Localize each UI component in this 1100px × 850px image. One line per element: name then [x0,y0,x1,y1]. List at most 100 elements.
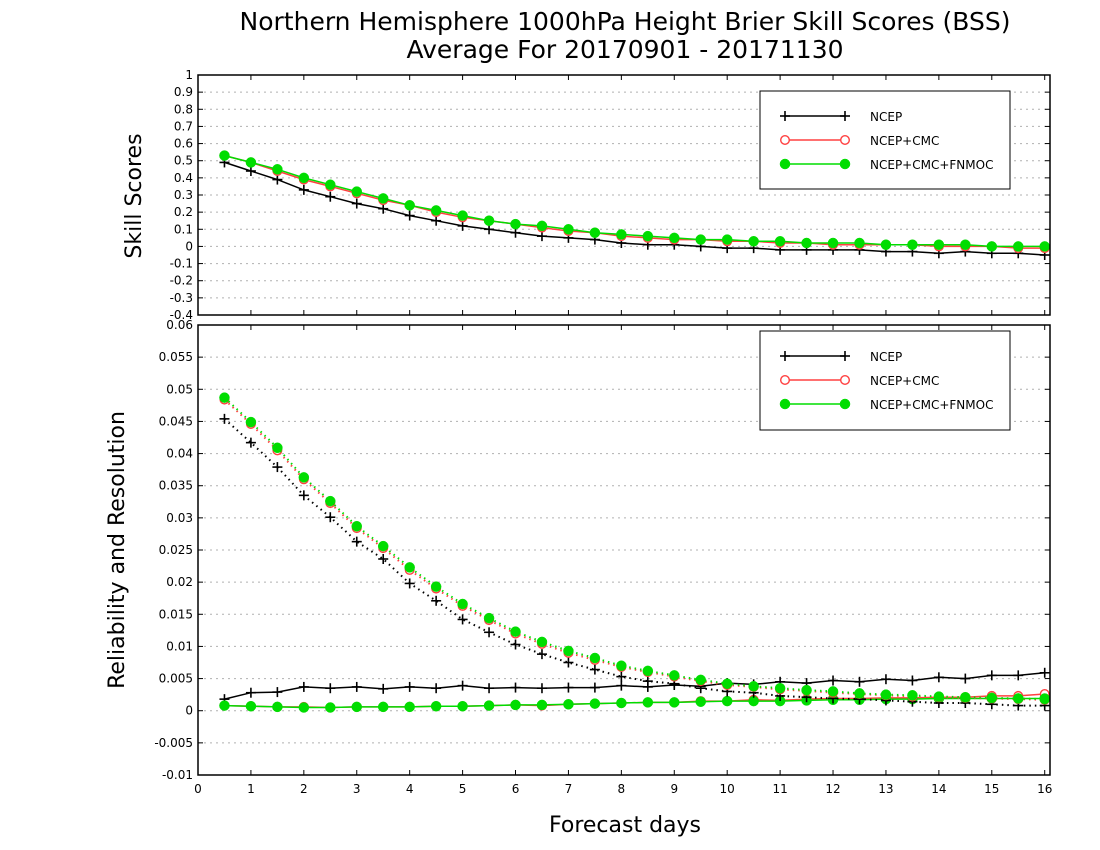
chart-subtitle: Average For 20170901 - 20171130 [406,35,843,64]
series-ncep-cmc-fnmoc-point [827,237,839,249]
legend-marker [780,134,791,145]
x-tick-label: 11 [772,782,787,796]
x-tick-label: 8 [618,782,626,796]
x-tick-label: 16 [1037,782,1052,796]
series-ncep-cmc-fnmoc-point [986,241,998,252]
legend-marker [840,351,850,361]
series-ncep-cmc-fnmoc-point [563,699,574,710]
series-ncep-point [1039,667,1050,678]
series-ncep-cmc-fnmoc-point [589,227,601,238]
y-tick-label: -0.2 [170,274,193,288]
series-unlabeled-3-dotted-point [484,627,495,638]
series-unlabeled-5-dotted-point [827,686,839,697]
y-tick-label: 0.9 [174,85,193,99]
x-tick-label: 13 [878,782,893,796]
series-ncep-cmc-fnmoc-point [457,700,468,712]
series-unlabeled-5-dotted-point [536,636,548,648]
y-tick-label: 0.05 [166,382,193,396]
series-ncep-cmc-fnmoc-point [933,239,945,250]
series-unlabeled-5-dotted-point [801,684,812,696]
series-ncep-cmc-fnmoc-point [642,697,654,708]
series-unlabeled-5-dotted-point [642,665,654,677]
series-ncep-cmc-fnmoc-point [483,215,495,226]
series-unlabeled-5-dotted-point [589,652,601,664]
series-ncep-cmc-fnmoc-point [430,205,442,216]
series-unlabeled-3-dotted-point [325,512,336,523]
series-unlabeled-5-dotted-point [1039,693,1050,705]
series-unlabeled-5-dotted-line [223,396,1045,701]
series-unlabeled-3-dotted-point [245,437,256,448]
series-ncep-cmc-fnmoc-point [748,236,759,247]
legend-label: NCEP+CMC+FNMOC [870,398,993,412]
series-ncep-cmc-fnmoc-point [589,698,601,709]
y-tick-label: 0.03 [166,511,193,525]
series-unlabeled-5-dotted-point [721,678,733,689]
series-ncep-cmc-fnmoc-point [774,236,786,247]
y-tick-label: 0.7 [174,119,193,133]
series-ncep-point [325,683,336,694]
series-unlabeled-5-dotted-point [960,691,971,703]
series-unlabeled-5-dotted-point [325,495,336,507]
series-ncep-cmc-line [224,693,1045,709]
chart-title: Northern Hemisphere 1000hPa Height Brier… [240,7,1011,36]
legend-label: NCEP [870,350,902,364]
series-unlabeled-3-dotted-point [536,649,547,660]
legend-marker [780,111,790,121]
x-tick-label: 14 [931,782,946,796]
series-unlabeled-5-dotted-point [430,581,442,592]
series-ncep-point [404,210,415,221]
y-tick-label: -0.005 [154,736,193,750]
series-unlabeled-5-dotted-point [298,472,310,483]
series-ncep-cmc-fnmoc-point [325,179,336,190]
series-ncep-point [351,198,362,209]
series-ncep-point [325,191,336,202]
y-tick-label: 0.015 [159,607,193,621]
y-tick-label: 0.2 [174,205,193,219]
series-unlabeled-5-dotted-point [351,520,363,532]
series-unlabeled-3-dotted-point [351,536,362,547]
y-tick-label: 0.005 [159,672,193,686]
series-ncep [219,157,1050,260]
series-ncep-cmc-fnmoc-point [219,700,230,711]
series-ncep-cmc-fnmoc-point [272,164,283,175]
series-ncep-point [563,682,574,693]
series-ncep-point [378,683,389,694]
series-ncep-point [510,682,521,693]
legend-marker [839,398,851,410]
series-ncep-cmc-fnmoc-point [377,193,389,204]
x-tick-label: 7 [565,782,573,796]
series-unlabeled-5-dotted-point [563,645,574,657]
series-ncep-cmc-fnmoc-point [404,701,415,713]
series-ncep-point [960,673,971,684]
series-unlabeled-5-dotted-point [245,416,257,428]
series-ncep-point [457,680,468,691]
y-tick-label: -0.3 [170,291,193,305]
y-tick-label: 0.035 [159,479,193,493]
series-unlabeled-5-dotted-point [377,540,389,552]
reliability-resolution-panel: -0.01 -0.005 0 0.005 0.01 0.015 0.02 0.025 0.03 0… [154,318,1052,796]
series-ncep-cmc-fnmoc-point [1012,241,1024,252]
y-tick-label: 0.4 [174,171,193,185]
series-ncep-point [272,174,283,185]
x-tick-label: 15 [984,782,999,796]
series-ncep-cmc-fnmoc-point [721,234,733,245]
series-unlabeled-3-dotted-line [223,418,1045,707]
series-ncep-cmc-fnmoc-point [245,700,257,712]
series-unlabeled-5-dotted-point [457,598,468,610]
series-unlabeled-5-dotted-point [483,612,495,624]
top-y-axis-label: Skill Scores [122,133,147,258]
series-ncep-point [589,682,600,693]
y-tick-label: 0 [185,704,193,718]
legend-label: NCEP+CMC+FNMOC [870,158,993,172]
series-ncep-cmc-fnmoc-point [880,239,892,250]
series-ncep-cmc-fnmoc-point [298,702,310,713]
series-ncep-cmc-fnmoc-point [510,699,521,711]
series-ncep-cmc-fnmoc-point [801,237,812,249]
series-ncep-cmc-fnmoc-point [669,232,680,244]
series-unlabeled-5-dotted-point [695,674,706,686]
x-tick-label: 3 [353,782,361,796]
series-unlabeled-5-dotted-point [1012,693,1024,704]
y-tick-label: -0.4 [170,308,193,322]
series-unlabeled-3-dotted-point [616,671,627,682]
plot-frame [197,324,1051,776]
